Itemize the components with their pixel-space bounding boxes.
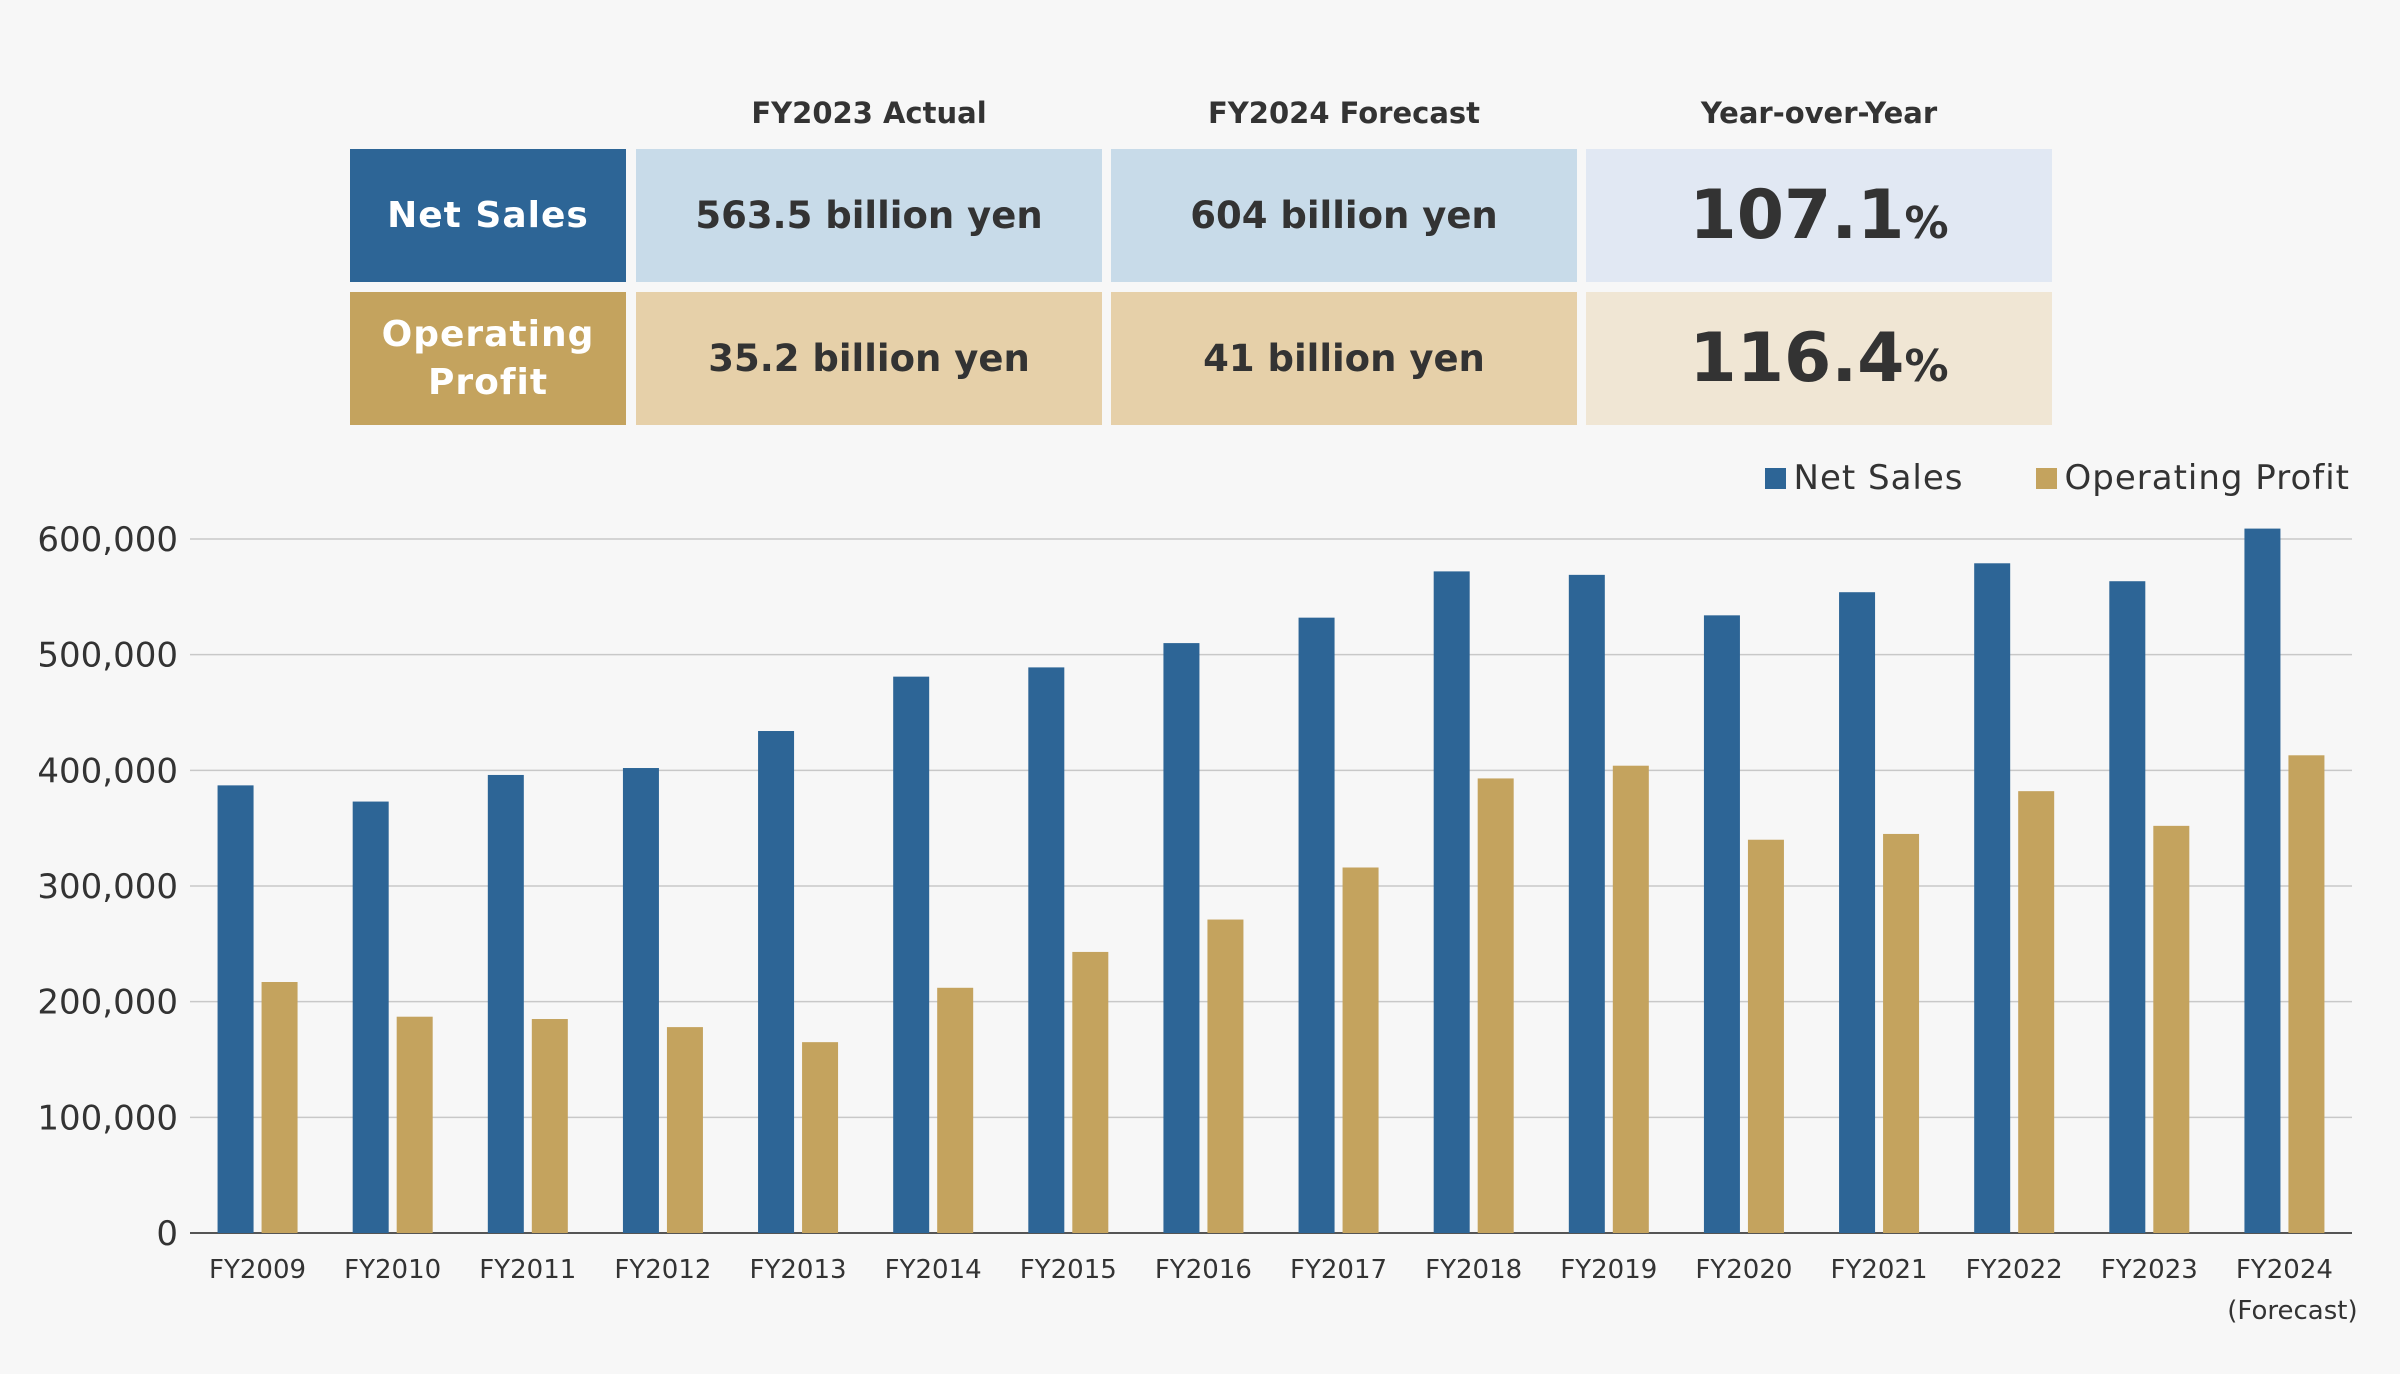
column-header-year-over-year: Year-over-Year <box>1700 96 1938 130</box>
bar-net-sales-fy2024 <box>2244 528 2281 1233</box>
chart-legend: Net Sales Operating Profit <box>1764 458 2350 498</box>
x-tick-label: FY2024 <box>2236 1255 2333 1285</box>
column-header-fy2024-forecast: FY2024 Forecast <box>1207 96 1481 130</box>
operating-profit-forecast-cell: 41 billion yen <box>1111 292 1577 425</box>
bar-operating-profit-fy2011 <box>531 1019 568 1233</box>
x-tick-label: FY2023 <box>2101 1255 2198 1285</box>
bar-operating-profit-fy2013 <box>802 1042 839 1233</box>
legend-label-net-sales: Net Sales <box>1793 458 1964 498</box>
legend-label-operating-profit: Operating Profit <box>2064 458 2350 498</box>
y-tick-label: 0 <box>156 1214 178 1254</box>
y-tick-label: 500,000 <box>37 636 178 676</box>
bar-net-sales-fy2023 <box>2109 581 2146 1233</box>
bar-net-sales-fy2021 <box>1839 592 1876 1233</box>
bar-net-sales-fy2018 <box>1433 571 1470 1233</box>
bar-net-sales-fy2014 <box>893 676 930 1233</box>
net-sales-yoy-value: 107.1% <box>1689 176 1949 255</box>
operating-profit-yoy-cell: 116.4% <box>1586 292 2052 425</box>
legend-swatch-net-sales <box>1764 467 1786 489</box>
net-sales-yoy-cell: 107.1% <box>1586 149 2052 282</box>
net-sales-actual-cell: 563.5 billion yen <box>636 149 1102 282</box>
y-tick-label: 100,000 <box>37 1098 178 1138</box>
y-tick-label: 600,000 <box>37 520 178 560</box>
bar-operating-profit-fy2016 <box>1207 919 1244 1233</box>
bar-net-sales-fy2012 <box>622 768 659 1233</box>
bar-operating-profit-fy2012 <box>666 1027 703 1233</box>
x-tick-label: FY2018 <box>1425 1255 1522 1285</box>
x-tick-label: FY2019 <box>1560 1255 1657 1285</box>
bar-operating-profit-fy2014 <box>937 987 974 1233</box>
bar-operating-profit-fy2009 <box>261 982 298 1233</box>
bar-operating-profit-fy2017 <box>1342 867 1379 1233</box>
x-tick-label: FY2016 <box>1155 1255 1252 1285</box>
x-tick-label: FY2011 <box>479 1255 576 1285</box>
x-tick-label: FY2022 <box>1966 1255 2063 1285</box>
column-header-fy2023-actual: FY2023 Actual <box>751 96 987 130</box>
x-tick-label: FY2013 <box>750 1255 847 1285</box>
bar-operating-profit-fy2019 <box>1612 765 1649 1233</box>
bar-net-sales-fy2009 <box>217 785 254 1233</box>
operating-profit-yoy-value: 116.4% <box>1689 319 1949 398</box>
bar-net-sales-fy2016 <box>1163 643 1200 1233</box>
net-sales-forecast-cell: 604 billion yen <box>1111 149 1577 282</box>
row-header-net-sales: Net Sales <box>350 149 626 282</box>
bar-operating-profit-fy2010 <box>396 1016 433 1233</box>
x-tick-label: FY2017 <box>1290 1255 1387 1285</box>
legend-item-net-sales: Net Sales <box>1764 458 1964 498</box>
y-tick-label: 400,000 <box>37 751 178 791</box>
bar-net-sales-fy2019 <box>1568 574 1605 1233</box>
bar-net-sales-fy2013 <box>758 731 795 1233</box>
bar-operating-profit-fy2015 <box>1072 951 1109 1233</box>
bar-operating-profit-fy2018 <box>1477 778 1514 1233</box>
operating-profit-actual-cell: 35.2 billion yen <box>636 292 1102 425</box>
legend-swatch-operating-profit <box>2035 467 2057 489</box>
bar-operating-profit-fy2024 <box>2288 755 2325 1233</box>
bar-net-sales-fy2020 <box>1703 615 1740 1233</box>
legend-item-operating-profit: Operating Profit <box>2035 458 2350 498</box>
y-tick-label: 300,000 <box>37 867 178 907</box>
bar-operating-profit-fy2021 <box>1883 833 1920 1233</box>
y-tick-label: 200,000 <box>37 983 178 1023</box>
bar-net-sales-fy2017 <box>1298 617 1335 1233</box>
bar-net-sales-fy2010 <box>352 801 389 1233</box>
x-tick-label: FY2014 <box>885 1255 982 1285</box>
x-tick-label: FY2009 <box>209 1255 306 1285</box>
row-header-operating-profit: Operating Profit <box>350 292 626 425</box>
x-tick-label: FY2012 <box>614 1255 711 1285</box>
bar-net-sales-fy2015 <box>1028 667 1065 1233</box>
x-tick-sublabel: (Forecast) <box>2227 1296 2357 1326</box>
bar-operating-profit-fy2022 <box>2018 791 2055 1233</box>
x-tick-label: FY2010 <box>344 1255 441 1285</box>
bar-net-sales-fy2022 <box>1974 563 2011 1233</box>
x-tick-label: FY2021 <box>1831 1255 1928 1285</box>
bar-operating-profit-fy2020 <box>1747 839 1784 1233</box>
bar-net-sales-fy2011 <box>487 774 524 1233</box>
summary-table: FY2023 Actual FY2024 Forecast Year-over-… <box>0 0 2400 440</box>
x-tick-label: FY2015 <box>1020 1255 1117 1285</box>
bar-operating-profit-fy2023 <box>2153 825 2190 1233</box>
x-tick-label: FY2020 <box>1695 1255 1792 1285</box>
